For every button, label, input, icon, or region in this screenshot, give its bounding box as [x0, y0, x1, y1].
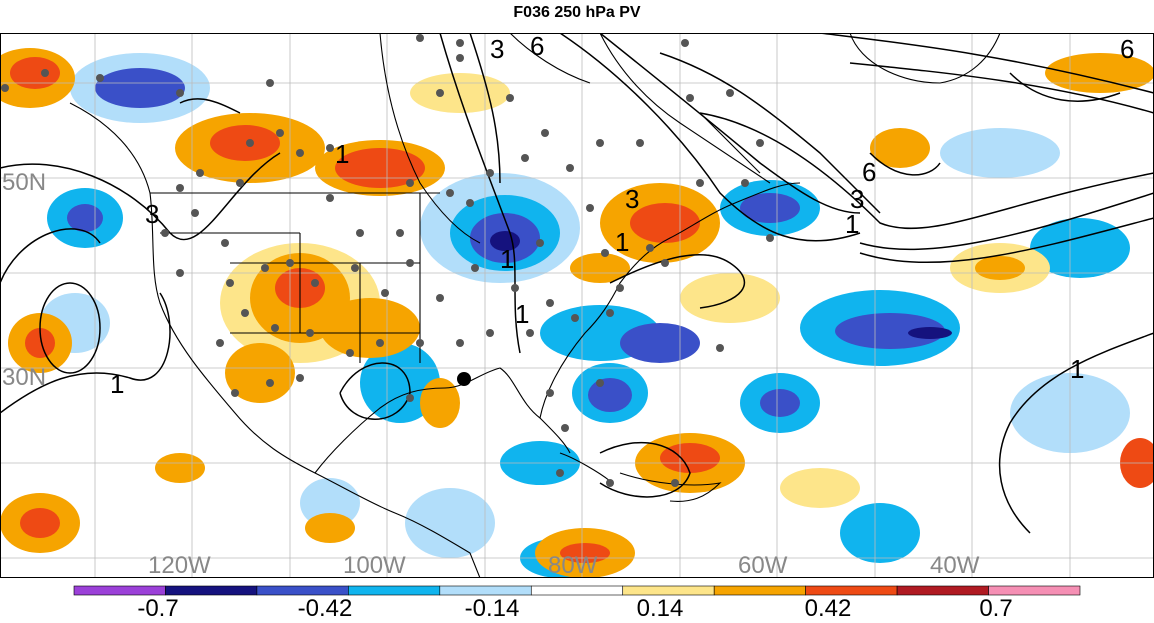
lon-label-60w: 60W	[738, 552, 788, 578]
lat-label-50n: 50N	[2, 169, 46, 196]
lat-label-30n: 30N	[2, 364, 46, 391]
positive-pv-anomalies	[0, 48, 1154, 578]
graticule-labels: 50N 30N 120W 100W 80W 60W 40W	[2, 169, 980, 578]
colorbar-swatch	[73, 585, 166, 596]
colorbar-swatch	[439, 585, 532, 596]
highlighted-station	[457, 372, 471, 386]
lon-label-80w: 80W	[548, 552, 598, 578]
contour-label: 6	[1120, 34, 1134, 64]
station-markers	[1, 34, 774, 487]
colorbar-tick-label: -0.42	[297, 595, 353, 622]
colorbar-tick-label: -0.14	[464, 595, 520, 622]
contour-label: 6	[862, 157, 876, 187]
contour-label: 3	[145, 199, 159, 229]
colorbar-tick-label: -0.7	[137, 595, 179, 622]
colorbar-swatch	[348, 585, 441, 596]
contour-labels: 1 3 1 3 6 3 1 1 3 6 6 1 1 1	[110, 33, 1134, 399]
lon-label-40w: 40W	[930, 552, 980, 578]
contour-label: 6	[530, 33, 544, 61]
colorbar-swatch	[713, 585, 806, 596]
pv-contours	[0, 33, 1154, 534]
negative-pv-anomalies	[40, 53, 1130, 578]
contour-label: 1	[515, 299, 529, 329]
contour-label: 1	[1070, 354, 1084, 384]
colorbar-swatch	[896, 585, 989, 596]
colorbar-tick-label: 0.7	[979, 595, 1013, 622]
colorbar-swatch	[530, 585, 624, 596]
pv-map: 1 3 1 3 6 3 1 1 3 6 6 1 1 1	[0, 33, 1154, 578]
contour-label: 3	[625, 184, 639, 214]
colorbar-swatch	[988, 585, 1081, 596]
colorbar-swatch	[256, 585, 349, 596]
contour-label: 3	[850, 184, 864, 214]
contour-label: 1	[110, 369, 124, 399]
contour-label: 1	[500, 244, 514, 274]
contour-label: 1	[845, 209, 859, 239]
contour-label: 1	[335, 139, 349, 169]
colorbar-swatch	[805, 585, 898, 596]
contour-label: 3	[490, 34, 504, 64]
colorbar	[73, 585, 1081, 596]
contour-label: 1	[615, 227, 629, 257]
colorbar-swatch	[622, 585, 715, 596]
lon-label-100w: 100W	[343, 552, 406, 578]
lon-label-120w: 120W	[148, 552, 211, 578]
colorbar-swatch	[165, 585, 258, 596]
colorbar-tick-label: 0.42	[804, 595, 852, 622]
colorbar-tick-label: 0.14	[636, 595, 684, 622]
map-title: F036 250 hPa PV	[513, 4, 641, 21]
